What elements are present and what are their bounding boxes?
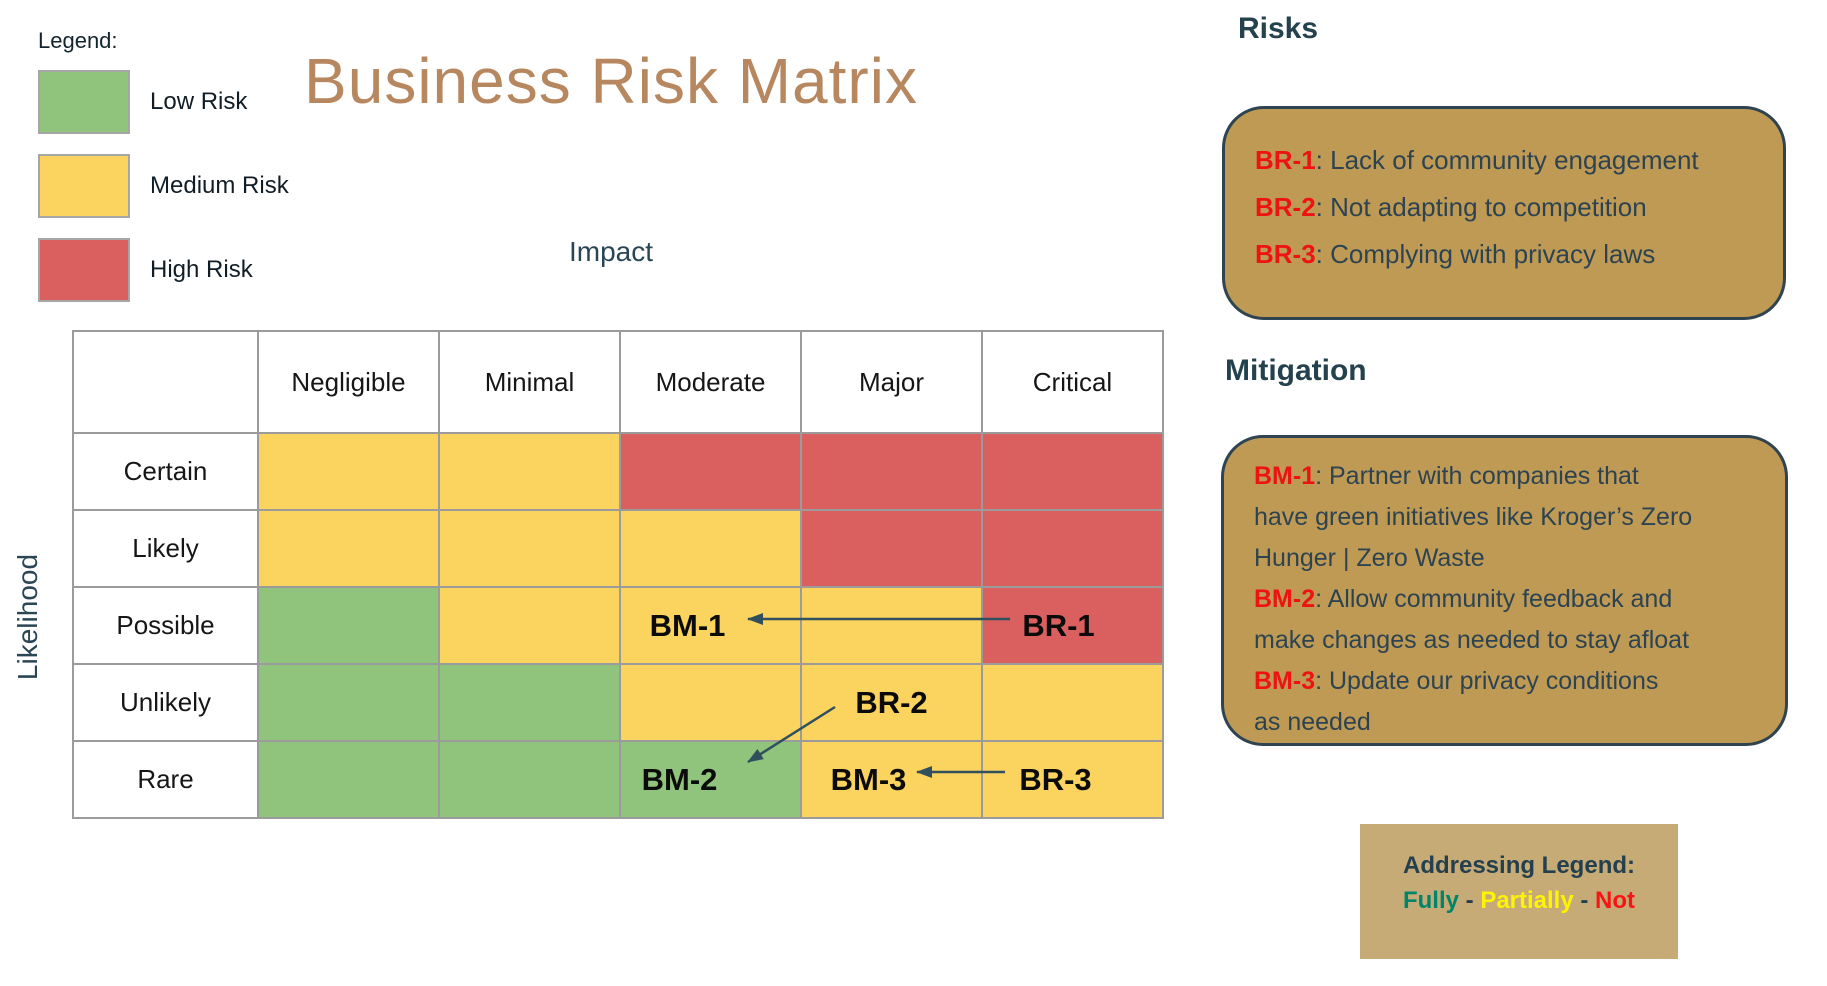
mitigation-panel: BM-1: Partner with companies that have gr…: [1221, 435, 1788, 746]
matrix-label-bm-3: BM-3: [830, 761, 907, 797]
row-header-unlikely: Unlikely: [74, 665, 257, 740]
mitigation-list: BM-1: Partner with companies that have gr…: [1254, 456, 1761, 743]
cell-possible-major: [802, 588, 981, 663]
cell-unlikely-major: BR-2: [802, 665, 981, 740]
risk-id: BR-3: [1255, 239, 1316, 269]
mitigation-id: BM-2: [1254, 585, 1316, 613]
cell-likely-critical: [983, 511, 1162, 586]
low-risk-swatch: [38, 70, 130, 134]
cell-rare-critical: BR-3: [983, 742, 1162, 817]
mitigation-text: make changes as needed to stay afloat: [1254, 626, 1690, 654]
column-header-negligible: Negligible: [259, 332, 438, 432]
cell-possible-moderate: BM-1: [621, 588, 800, 663]
risk-text: : Not adapting to competition: [1315, 192, 1647, 222]
page-title: Business Risk Matrix: [304, 45, 918, 117]
addressing-not: Not: [1595, 887, 1636, 914]
mitigation-item-cont-1: have green initiatives like Kroger’s Zer…: [1254, 497, 1761, 538]
mitigation-item-cont-4: make changes as needed to stay afloat: [1254, 620, 1761, 661]
matrix-corner-cell: [74, 332, 257, 432]
cell-rare-moderate: BM-2: [621, 742, 800, 817]
legend-item-medium-risk: Medium Risk: [38, 154, 289, 218]
cell-certain-major: [802, 434, 981, 509]
risk-matrix: Negligible Minimal Moderate Major Critical Ce…: [72, 330, 1164, 819]
risk-color-legend: Legend: Low Risk Medium Risk High Risk: [38, 28, 289, 322]
legend-item-low-risk: Low Risk: [38, 70, 289, 134]
cell-rare-major: BM-3: [802, 742, 981, 817]
matrix-label-bm-2: BM-2: [641, 761, 718, 797]
mitigation-id: BM-3: [1254, 667, 1316, 695]
mitigation-text: as needed: [1254, 708, 1371, 736]
risk-text: : Complying with privacy laws: [1315, 239, 1656, 269]
matrix-label-br-1: BR-1: [1022, 607, 1095, 643]
cell-likely-minimal: [440, 511, 619, 586]
risk-id: BR-1: [1255, 145, 1316, 175]
row-header-likely: Likely: [74, 511, 257, 586]
cell-likely-major: [802, 511, 981, 586]
mitigation-text: : Allow community feedback and: [1315, 585, 1673, 613]
addressing-fully: Fully: [1402, 887, 1459, 914]
risks-panel: BR-1: Lack of community engagement BR-2: …: [1222, 106, 1786, 320]
mitigation-item-bm-1: BM-1: Partner with companies that: [1254, 456, 1761, 497]
mitigation-text: have green initiatives like Kroger’s Zer…: [1254, 503, 1693, 531]
mitigation-id: BM-1: [1254, 462, 1316, 490]
risk-item-br-2: BR-2: Not adapting to competition: [1255, 184, 1757, 231]
column-header-minimal: Minimal: [440, 332, 619, 432]
row-header-possible: Possible: [74, 588, 257, 663]
mitigation-heading: Mitigation: [1225, 354, 1367, 387]
legend-items: Low Risk Medium Risk High Risk: [38, 70, 289, 302]
cell-certain-moderate: [621, 434, 800, 509]
cell-possible-negligible: [259, 588, 438, 663]
likelihood-axis-label: Likelihood: [12, 553, 43, 681]
cell-certain-negligible: [259, 434, 438, 509]
risks-heading: Risks: [1238, 12, 1319, 45]
mitigation-item-cont-2: Hunger | Zero Waste: [1254, 538, 1761, 579]
high-risk-swatch: [38, 238, 130, 302]
column-header-moderate: Moderate: [621, 332, 800, 432]
row-header-rare: Rare: [74, 742, 257, 817]
risk-id: BR-2: [1255, 192, 1316, 222]
cell-likely-negligible: [259, 511, 438, 586]
mitigation-text: Hunger | Zero Waste: [1254, 544, 1485, 572]
legend-title: Legend:: [38, 28, 118, 53]
addressing-legend-values: Fully - Partially - Not: [1360, 883, 1678, 918]
column-header-critical: Critical: [983, 332, 1162, 432]
row-header-certain: Certain: [74, 434, 257, 509]
addressing-separator: -: [1458, 887, 1481, 914]
cell-likely-moderate: [621, 511, 800, 586]
cell-possible-minimal: [440, 588, 619, 663]
mitigation-text: : Partner with companies that: [1315, 462, 1639, 490]
addressing-legend: Addressing Legend: Fully - Partially - N…: [1360, 824, 1678, 959]
cell-rare-minimal: [440, 742, 619, 817]
legend-item-label: Low Risk: [150, 88, 248, 115]
cell-unlikely-minimal: [440, 665, 619, 740]
risk-item-br-3: BR-3: Complying with privacy laws: [1255, 231, 1757, 278]
cell-unlikely-critical: [983, 665, 1162, 740]
mitigation-item-cont-6: as needed: [1254, 702, 1761, 743]
mitigation-item-bm-3: BM-3: Update our privacy conditions: [1254, 661, 1761, 702]
cell-rare-negligible: [259, 742, 438, 817]
risk-matrix-grid: Negligible Minimal Moderate Major Critical Ce…: [72, 330, 1164, 819]
mitigation-item-bm-2: BM-2: Allow community feedback and: [1254, 579, 1761, 620]
legend-item-label: High Risk: [150, 256, 253, 283]
cell-certain-minimal: [440, 434, 619, 509]
addressing-partially: Partially: [1480, 887, 1574, 914]
medium-risk-swatch: [38, 154, 130, 218]
cell-unlikely-negligible: [259, 665, 438, 740]
matrix-label-br-2: BR-2: [855, 684, 928, 720]
risks-list: BR-1: Lack of community engagement BR-2: …: [1255, 137, 1757, 278]
risk-item-br-1: BR-1: Lack of community engagement: [1255, 137, 1757, 184]
cell-possible-critical: BR-1: [983, 588, 1162, 663]
mitigation-text: : Update our privacy conditions: [1315, 667, 1659, 695]
legend-item-label: Medium Risk: [150, 172, 289, 199]
legend-item-high-risk: High Risk: [38, 238, 289, 302]
addressing-legend-title: Addressing Legend:: [1402, 852, 1636, 879]
cell-certain-critical: [983, 434, 1162, 509]
risk-text: : Lack of community engagement: [1315, 145, 1699, 175]
cell-unlikely-moderate: [621, 665, 800, 740]
addressing-separator: -: [1573, 887, 1596, 914]
impact-axis-label: Impact: [568, 236, 654, 267]
matrix-label-br-3: BR-3: [1019, 761, 1092, 797]
column-header-major: Major: [802, 332, 981, 432]
matrix-label-bm-1: BM-1: [649, 607, 726, 643]
